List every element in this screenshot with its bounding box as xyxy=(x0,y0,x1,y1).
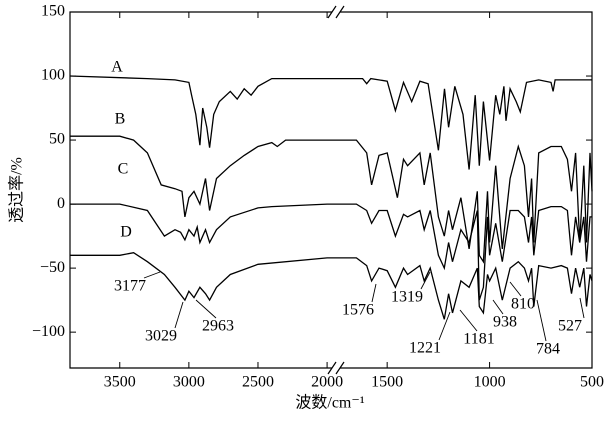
spectrum-line xyxy=(70,203,592,301)
axis-break xyxy=(327,5,337,19)
spectrum-line xyxy=(70,135,593,264)
annotation-leader xyxy=(195,299,217,319)
peak-annotation: 938 xyxy=(493,314,517,331)
x-tick-label: 1000 xyxy=(474,374,506,391)
annotation-leader xyxy=(492,299,504,315)
peak-annotation: 1221 xyxy=(409,340,441,357)
annotation-leader xyxy=(143,271,161,279)
annotation-leader xyxy=(438,311,451,341)
peak-annotation: 1576 xyxy=(342,302,374,319)
x-tick-label: 2000 xyxy=(311,374,343,391)
spectrum-line xyxy=(70,252,593,320)
y-tick-label: 50 xyxy=(49,131,65,148)
y-axis-label: 透过率/% xyxy=(8,157,26,223)
annotation-leader xyxy=(459,309,478,332)
y-tick-label: 150 xyxy=(41,3,65,20)
y-tick-label: −50 xyxy=(40,259,65,276)
x-tick-label: 1500 xyxy=(371,374,403,391)
axis-break xyxy=(335,361,345,375)
axis-break xyxy=(327,361,337,375)
y-tick-label: −100 xyxy=(32,323,65,340)
annotation-leader xyxy=(420,271,431,290)
curve-label: A xyxy=(111,59,123,76)
peak-annotation: 3177 xyxy=(114,278,146,295)
peak-annotation: 784 xyxy=(536,341,560,358)
y-tick-label: 0 xyxy=(57,195,65,212)
curve-label: C xyxy=(118,161,129,178)
annotation-leader xyxy=(174,301,184,329)
peak-annotation: 810 xyxy=(511,296,535,313)
peak-annotation: 1319 xyxy=(391,289,423,306)
peak-annotation: 3029 xyxy=(145,328,177,345)
x-tick-label: 2500 xyxy=(242,374,274,391)
curve-label: B xyxy=(115,111,126,128)
annotation-leader xyxy=(509,281,522,297)
spectrum-line xyxy=(69,75,592,170)
axis-break xyxy=(335,5,345,19)
y-tick-label: 100 xyxy=(41,67,65,84)
x-axis-label: 波数/cm⁻¹ xyxy=(295,394,364,412)
peak-annotation: 527 xyxy=(558,318,582,335)
annotation-leader xyxy=(371,283,377,303)
peak-annotation: 1181 xyxy=(463,331,494,348)
x-tick-label: 500 xyxy=(580,374,604,391)
curve-label: D xyxy=(120,224,132,241)
x-tick-label: 3500 xyxy=(104,374,136,391)
x-tick-label: 3000 xyxy=(173,374,205,391)
annotation-leader xyxy=(536,299,547,342)
peak-annotation: 2963 xyxy=(202,318,234,335)
annotation-leader xyxy=(579,297,585,319)
